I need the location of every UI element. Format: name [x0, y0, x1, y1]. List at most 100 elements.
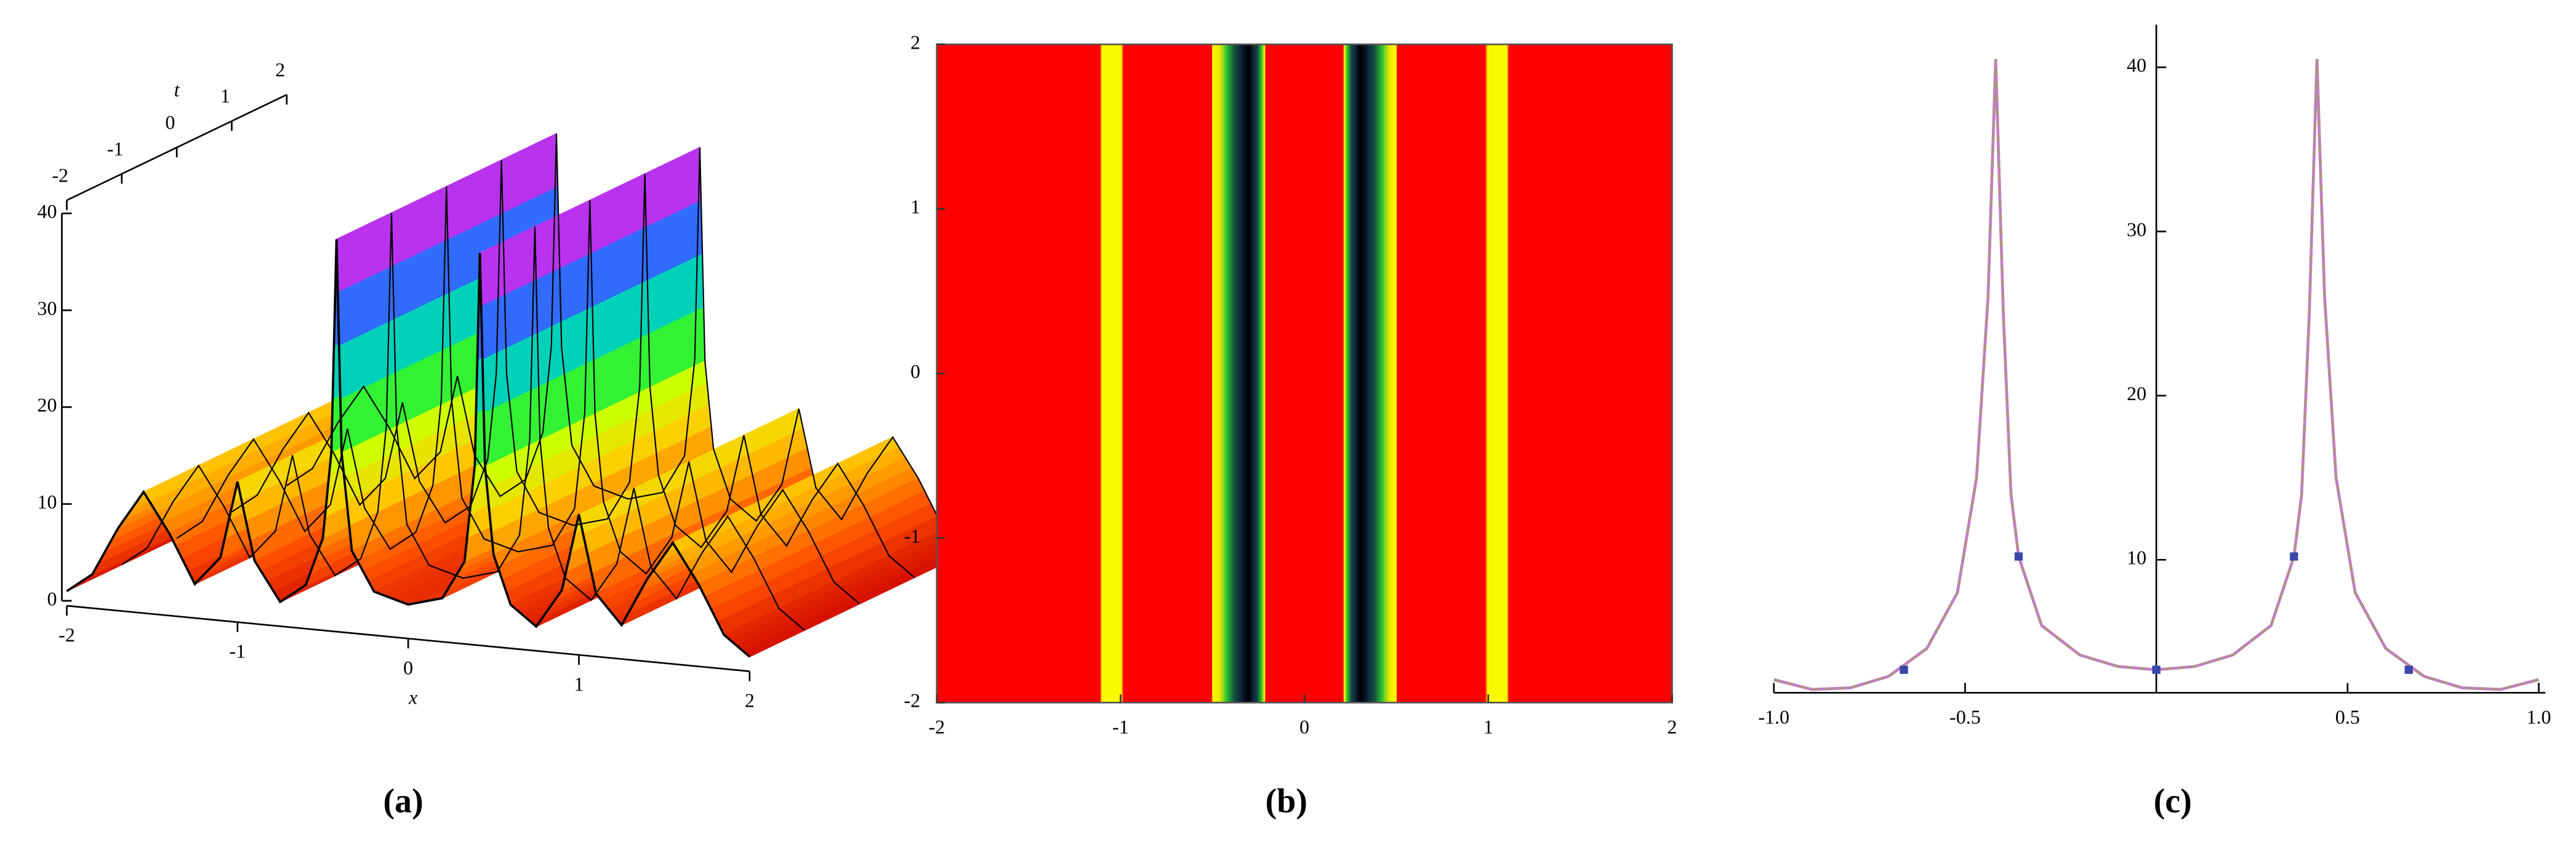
density-stripe — [1126, 44, 1128, 703]
density-stripe — [1113, 44, 1115, 703]
density-stripe — [1238, 44, 1240, 703]
density-stripe — [1400, 44, 1407, 703]
density-stripe — [1485, 44, 1487, 703]
x-axis-label: x — [408, 686, 417, 708]
x-tick-label: -1.0 — [1759, 705, 1790, 728]
density-stripe — [1376, 44, 1378, 703]
density-stripe — [1240, 44, 1242, 703]
density-stripe — [1493, 44, 1495, 703]
density-stripe — [1029, 44, 1043, 703]
density-stripe — [1172, 44, 1179, 703]
density-stripe — [1121, 44, 1123, 703]
density-stripe — [1242, 44, 1244, 703]
density-stripe — [1178, 44, 1186, 703]
density-stripe — [1125, 44, 1127, 703]
density-stripe — [1286, 44, 1293, 703]
density-stripe — [1502, 44, 1504, 703]
density-stripe — [1503, 44, 1506, 703]
t-axis-label: t — [174, 78, 180, 100]
density-stripe — [1490, 44, 1492, 703]
density-stripe — [1135, 44, 1142, 703]
density-stripe — [1202, 44, 1210, 703]
density-stripe — [1105, 44, 1108, 703]
density-stripe — [1373, 44, 1374, 703]
x-tick-label: 0 — [1299, 715, 1309, 737]
density-stripe — [1392, 44, 1394, 703]
x-tick-label: -2 — [929, 715, 945, 737]
density-stripe — [1593, 44, 1607, 703]
density-stripe — [1239, 44, 1241, 703]
density-stripe — [1160, 44, 1167, 703]
density-stripe — [1386, 44, 1388, 703]
density-stripe — [1390, 44, 1392, 703]
density-stripe — [1499, 44, 1501, 703]
density-stripe — [976, 44, 990, 703]
point-marker — [2014, 552, 2023, 561]
density-stripe — [1488, 44, 1491, 703]
density-stripe — [1221, 44, 1224, 703]
density-stripe — [1478, 44, 1480, 703]
density-stripe — [1241, 44, 1243, 703]
density-stripe — [1412, 44, 1419, 703]
density-stripe — [1234, 44, 1236, 703]
density-stripe — [1225, 44, 1227, 703]
surface-contour — [176, 186, 861, 605]
density-stripe — [1219, 44, 1221, 703]
density-stripe — [1579, 44, 1594, 703]
density-stripe — [1016, 44, 1030, 703]
density-stripe — [1371, 44, 1374, 703]
x-tick-label: -1 — [230, 640, 246, 662]
density-stripe — [1104, 44, 1106, 703]
density-stripe — [1068, 44, 1083, 703]
density-stripe — [1227, 44, 1229, 703]
panel-caption: (a) — [383, 782, 423, 821]
density-stripe — [1567, 44, 1581, 703]
t-tick-label: 1 — [220, 85, 230, 107]
density-stripe — [1388, 44, 1390, 703]
density-stripe — [1392, 44, 1395, 703]
density-stripe — [1120, 44, 1123, 703]
density-stripe — [1190, 44, 1198, 703]
density-stripe — [1128, 44, 1131, 703]
density-stripe — [1424, 44, 1432, 703]
density-stripe — [1484, 44, 1487, 703]
density-stripe — [1497, 44, 1500, 703]
density-stripe — [1389, 44, 1391, 703]
density-stripe — [1234, 44, 1235, 703]
density-stripe — [1221, 44, 1222, 703]
density-stripe — [1310, 44, 1318, 703]
z-tick-label: 0 — [47, 587, 57, 609]
density-stripe — [1114, 44, 1117, 703]
density-stripe — [1055, 44, 1069, 703]
x-tick-label: 0 — [403, 656, 413, 678]
density-stripe — [1365, 44, 1367, 703]
x-tick-label: 1 — [1483, 715, 1493, 737]
density-stripe — [1232, 44, 1235, 703]
point-marker — [2152, 665, 2161, 674]
density-stripe — [1494, 44, 1497, 703]
density-stripe — [1236, 44, 1238, 703]
y-tick-label: 10 — [2127, 547, 2146, 569]
density-stripe — [1482, 44, 1485, 703]
surface-contour — [231, 160, 915, 578]
density-stripe — [1553, 44, 1568, 703]
density-stripe — [1267, 44, 1275, 703]
y-tick-label: 0 — [910, 360, 920, 382]
density-stripe — [1107, 44, 1109, 703]
density-stripe — [1395, 44, 1397, 703]
density-stripe — [1659, 44, 1673, 703]
density-stripe — [1632, 44, 1647, 703]
density-stripe — [1224, 44, 1226, 703]
density-stripe — [1500, 44, 1503, 703]
density-stripe — [1298, 44, 1306, 703]
y-tick-label: 1 — [910, 196, 920, 218]
density-stripe — [1384, 44, 1386, 703]
density-stripe — [1223, 44, 1226, 703]
z-tick-label: 20 — [38, 394, 57, 416]
density-stripe — [1222, 44, 1224, 703]
point-marker — [1900, 665, 1908, 674]
density-stripe — [1128, 44, 1130, 703]
density-stripe — [1042, 44, 1056, 703]
density-stripe — [1383, 44, 1386, 703]
